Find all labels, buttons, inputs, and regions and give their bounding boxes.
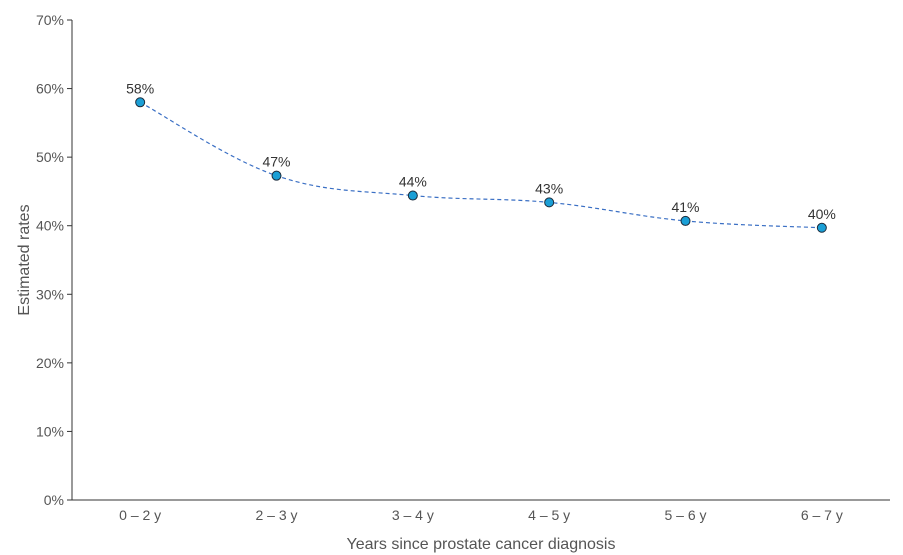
data-label: 41% bbox=[671, 199, 699, 215]
x-tick-label: 6 – 7 y bbox=[801, 507, 843, 523]
y-tick-label: 70% bbox=[36, 12, 64, 28]
axes: 0% 10% 20% 30% 40% 50% 60% 70% 0 – 2 y 2 – 3 y 3 –… bbox=[36, 12, 890, 523]
data-label: 44% bbox=[399, 174, 427, 190]
x-axis-title: Years since prostate cancer diagnosis bbox=[347, 536, 616, 553]
data-point bbox=[135, 97, 146, 108]
x-tick-label: 4 – 5 y bbox=[528, 507, 570, 523]
y-axis-title: Estimated rates bbox=[16, 204, 33, 315]
y-tick-label: 10% bbox=[36, 423, 64, 439]
series-line bbox=[139, 101, 822, 229]
data-point bbox=[680, 215, 691, 226]
y-tick-label: 0% bbox=[44, 492, 64, 508]
y-tick-label: 20% bbox=[36, 355, 64, 371]
data-label: 47% bbox=[262, 154, 290, 170]
data-point bbox=[816, 222, 827, 233]
y-tick-label: 30% bbox=[36, 286, 64, 302]
series-layer bbox=[135, 97, 827, 233]
data-point bbox=[271, 170, 282, 181]
data-labels: 58% 47% 44% 43% 41% 40% bbox=[126, 80, 836, 221]
y-tick-label: 40% bbox=[36, 218, 64, 234]
data-point bbox=[544, 197, 555, 208]
data-point bbox=[407, 190, 418, 201]
y-tick-label: 50% bbox=[36, 149, 64, 165]
data-label: 43% bbox=[535, 180, 563, 196]
y-tick-label: 60% bbox=[36, 81, 64, 97]
x-tick-label: 5 – 6 y bbox=[664, 507, 706, 523]
data-label: 58% bbox=[126, 80, 154, 96]
x-tick-label: 0 – 2 y bbox=[119, 507, 161, 523]
x-tick-label: 3 – 4 y bbox=[392, 507, 434, 523]
x-tick-label: 2 – 3 y bbox=[255, 507, 297, 523]
data-label: 40% bbox=[808, 206, 836, 222]
